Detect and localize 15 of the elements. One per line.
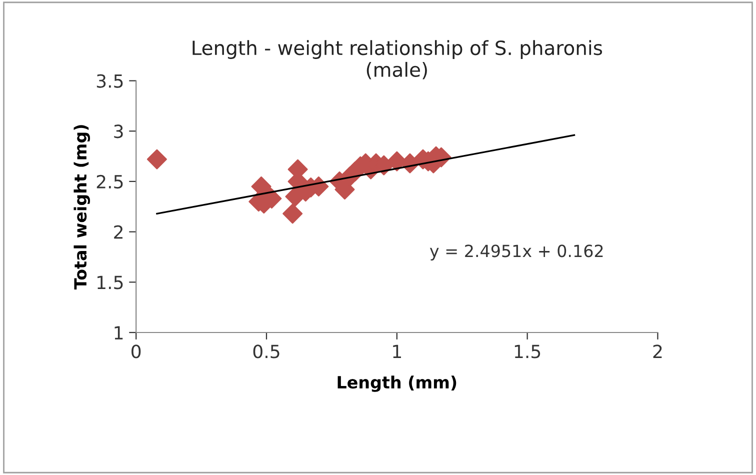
chart-title: Length - weight relationship of S. pharonis (male) (192, 40, 602, 80)
y-tick-label: 1.5 (98, 276, 123, 290)
x-tick-label: 1 (393, 344, 401, 358)
x-tick-label: 2 (653, 344, 662, 358)
x-tick-label: 0 (132, 344, 141, 358)
x-tick-label: 0.5 (253, 344, 280, 358)
y-tick-label: 3 (114, 124, 123, 138)
y-tick-label: 1 (114, 326, 123, 340)
annotation: y = 2.4951x + 0.162 (430, 244, 603, 260)
y-axis-title: Total weight (mg) (74, 125, 90, 290)
y-tick-label: 2 (114, 225, 122, 239)
x-axis-title: Length (mm) (338, 376, 456, 392)
y-tick-label: 2.5 (96, 174, 123, 189)
x-tick-label: 1.5 (514, 344, 540, 358)
y-tick-label: 3.5 (96, 74, 123, 88)
